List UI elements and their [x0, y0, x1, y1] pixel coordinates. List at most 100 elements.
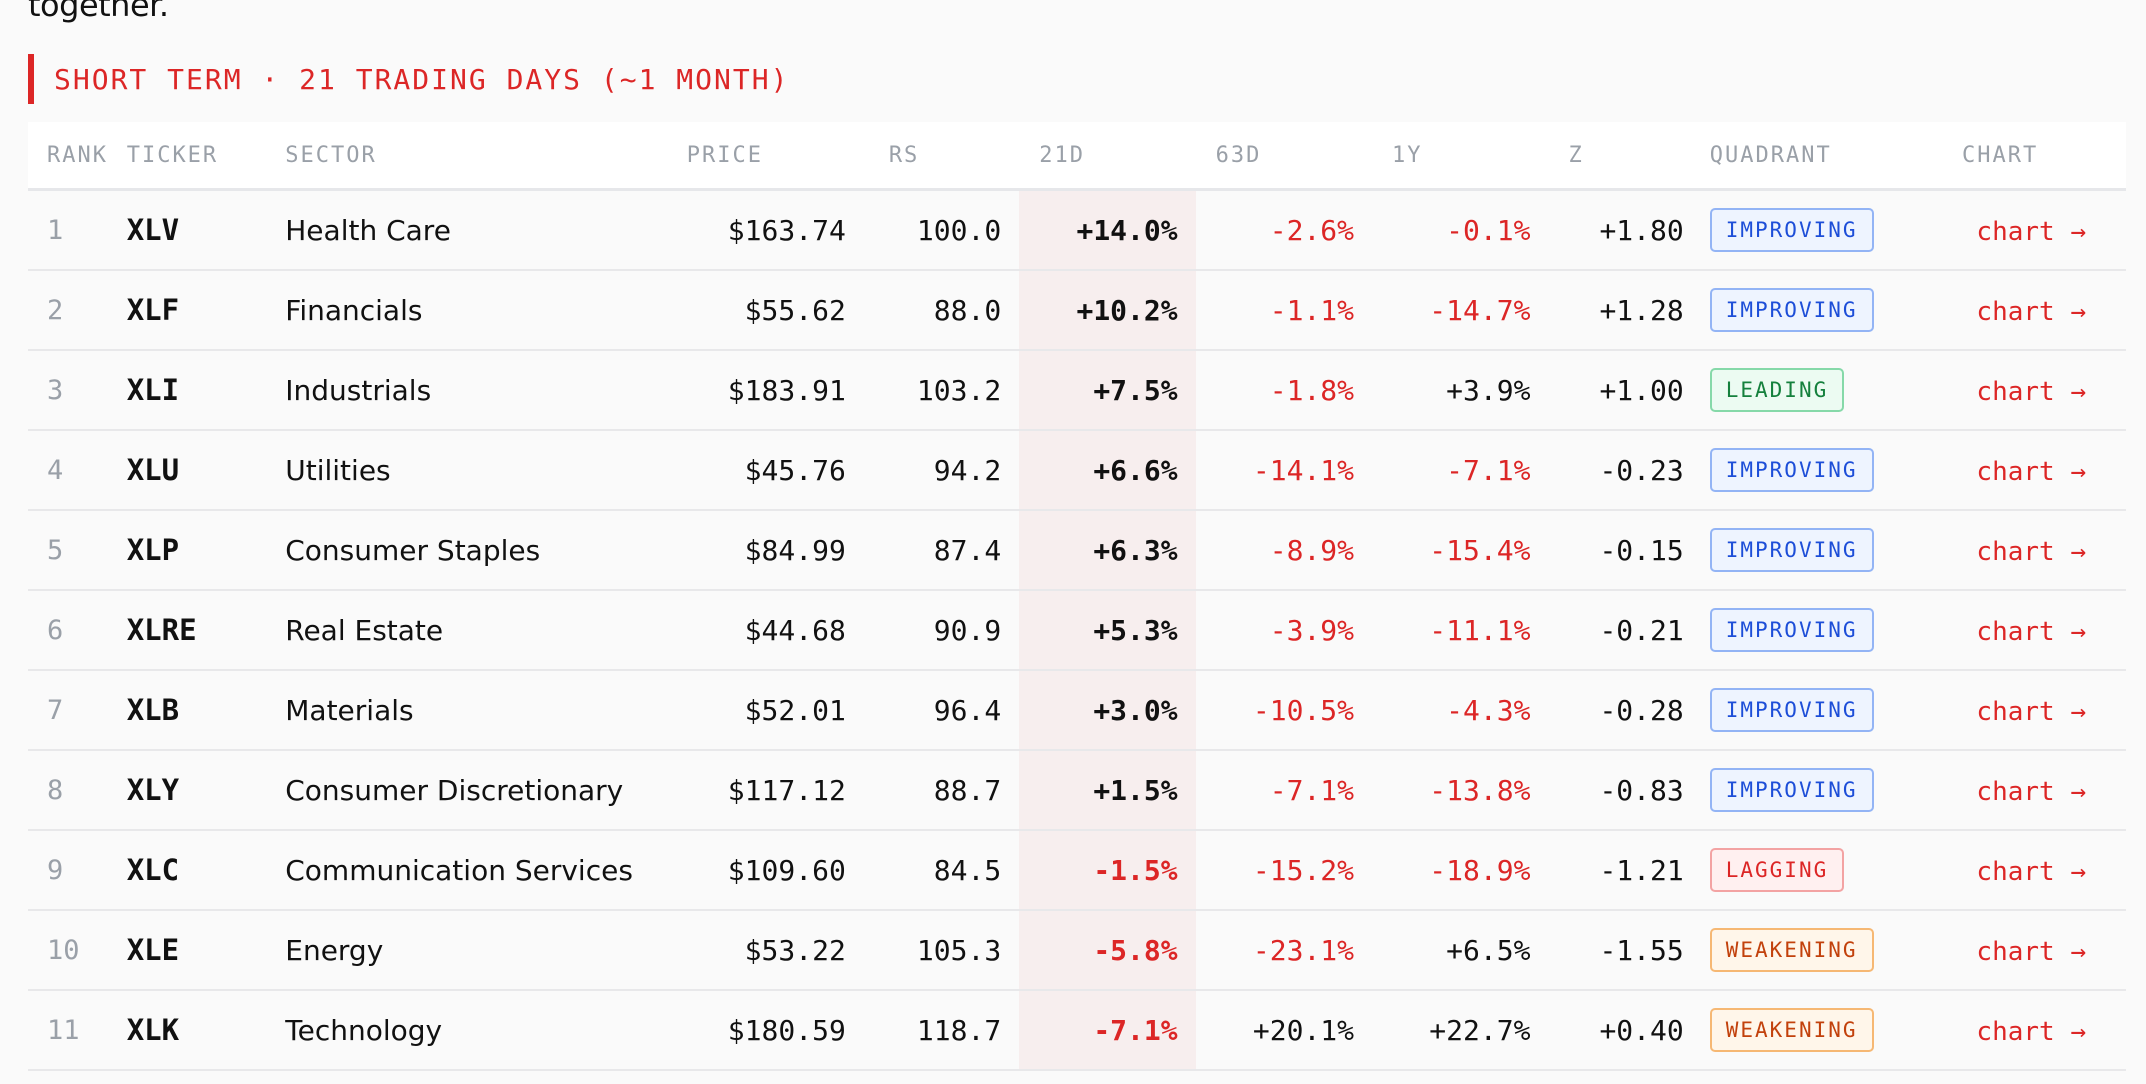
ticker-cell: XLY	[126, 750, 286, 831]
rank-cell: 2	[28, 270, 127, 351]
chart-cell: chart →	[1960, 830, 2126, 911]
quadrant-badge: WEAKENING	[1709, 928, 1874, 972]
price-cell: $109.60	[652, 830, 864, 911]
chart-link[interactable]: chart →	[1976, 617, 2086, 647]
sector-cell: Materials	[285, 670, 653, 751]
quadrant-cell: IMPROVING	[1701, 270, 1961, 351]
quadrant-cell: WEAKENING	[1701, 990, 1961, 1071]
rs-cell: 88.7	[863, 750, 1020, 831]
chart-link[interactable]: chart →	[1976, 377, 2086, 407]
quadrant-badge: IMPROVING	[1709, 768, 1874, 812]
chart-link[interactable]: chart →	[1976, 1017, 2086, 1047]
header-63d[interactable]: 63D	[1195, 122, 1373, 191]
z-score-cell: +1.80	[1548, 189, 1702, 271]
return-1y-cell: -18.9%	[1372, 830, 1549, 911]
sector-cell: Real Estate	[285, 590, 653, 671]
quadrant-badge: LAGGING	[1709, 848, 1845, 892]
rank-cell: 4	[28, 430, 127, 511]
z-score-cell: -0.21	[1548, 590, 1702, 671]
rank-cell: 3	[28, 350, 127, 431]
header-chart: CHART	[1960, 122, 2126, 191]
table-row: 1 XLV Health Care $163.74 100.0 +14.0% -2.6% -0…	[28, 189, 2126, 271]
header-quadrant[interactable]: QUADRANT	[1701, 122, 1961, 191]
return-1y-cell: -15.4%	[1372, 510, 1549, 591]
quadrant-badge: IMPROVING	[1709, 608, 1874, 652]
table-row: 8 XLY Consumer Discretionary $117.12 88.7 +1.…	[28, 750, 2126, 831]
chart-cell: chart →	[1960, 910, 2126, 991]
quadrant-badge: IMPROVING	[1709, 528, 1874, 572]
return-1y-cell: -13.8%	[1372, 750, 1549, 831]
return-1y-cell: -0.1%	[1372, 189, 1549, 271]
ticker-cell: XLK	[126, 990, 286, 1071]
return-63d-cell: -10.5%	[1195, 670, 1373, 751]
return-1y-cell: -11.1%	[1372, 590, 1549, 671]
quadrant-cell: IMPROVING	[1701, 590, 1961, 671]
ticker-cell: XLI	[126, 350, 286, 431]
header-1y[interactable]: 1Y	[1372, 122, 1549, 191]
header-rs[interactable]: RS	[863, 122, 1020, 191]
chart-link[interactable]: chart →	[1976, 457, 2086, 487]
ticker-cell: XLU	[126, 430, 286, 511]
return-21d-cell: +6.3%	[1019, 510, 1196, 591]
rs-cell: 118.7	[863, 990, 1020, 1071]
table-row: 10 XLE Energy $53.22 105.3 -5.8% -23.1% +6.5% -1…	[28, 910, 2126, 991]
price-cell: $163.74	[652, 189, 864, 271]
chart-link[interactable]: chart →	[1976, 217, 2086, 247]
header-21d[interactable]: 21D	[1019, 122, 1196, 191]
quadrant-cell: IMPROVING	[1701, 750, 1961, 831]
price-cell: $180.59	[652, 990, 864, 1071]
return-21d-cell: +5.3%	[1019, 590, 1196, 671]
rank-cell: 7	[28, 670, 127, 751]
chart-cell: chart →	[1960, 670, 2126, 751]
chart-link[interactable]: chart →	[1976, 857, 2086, 887]
sector-cell: Consumer Discretionary	[285, 750, 653, 831]
quadrant-cell: IMPROVING	[1701, 670, 1961, 751]
rank-cell: 9	[28, 830, 127, 911]
return-21d-cell: +1.5%	[1019, 750, 1196, 831]
return-1y-cell: +6.5%	[1372, 910, 1549, 991]
quadrant-cell: LAGGING	[1701, 830, 1961, 911]
return-63d-cell: -8.9%	[1195, 510, 1373, 591]
rs-cell: 96.4	[863, 670, 1020, 751]
chart-link[interactable]: chart →	[1976, 937, 2086, 967]
chart-link[interactable]: chart →	[1976, 297, 2086, 327]
chart-link[interactable]: chart →	[1976, 697, 2086, 727]
return-63d-cell: -14.1%	[1195, 430, 1373, 511]
chart-cell: chart →	[1960, 990, 2126, 1071]
quadrant-badge: LEADING	[1709, 368, 1845, 412]
chart-cell: chart →	[1960, 189, 2126, 271]
return-1y-cell: +3.9%	[1372, 350, 1549, 431]
rs-cell: 100.0	[863, 189, 1020, 271]
section-title: SHORT TERM · 21 TRADING DAYS (~1 MONTH)	[54, 62, 790, 96]
chart-link[interactable]: chart →	[1976, 537, 2086, 567]
quadrant-badge: IMPROVING	[1709, 448, 1874, 492]
sector-cell: Consumer Staples	[285, 510, 653, 591]
header-rank[interactable]: RANK	[28, 122, 127, 191]
table-row: 9 XLC Communication Services $109.60 84.5 -1.…	[28, 830, 2126, 911]
return-21d-cell: -5.8%	[1019, 910, 1196, 991]
sector-cell: Energy	[285, 910, 653, 991]
z-score-cell: -0.15	[1548, 510, 1702, 591]
rs-cell: 103.2	[863, 350, 1020, 431]
table-row: 11 XLK Technology $180.59 118.7 -7.1% +20.1% +2…	[28, 990, 2126, 1071]
chart-cell: chart →	[1960, 430, 2126, 511]
chart-cell: chart →	[1960, 350, 2126, 431]
return-21d-cell: +10.2%	[1019, 270, 1196, 351]
price-cell: $53.22	[652, 910, 864, 991]
price-cell: $45.76	[652, 430, 864, 511]
price-cell: $55.62	[652, 270, 864, 351]
header-z[interactable]: Z	[1548, 122, 1702, 191]
table-row: 3 XLI Industrials $183.91 103.2 +7.5% -1.8% +3.…	[28, 350, 2126, 431]
header-ticker[interactable]: TICKER	[126, 122, 286, 191]
return-21d-cell: +7.5%	[1019, 350, 1196, 431]
return-63d-cell: -23.1%	[1195, 910, 1373, 991]
z-score-cell: -0.28	[1548, 670, 1702, 751]
rs-cell: 90.9	[863, 590, 1020, 671]
header-price[interactable]: PRICE	[652, 122, 864, 191]
return-63d-cell: -7.1%	[1195, 750, 1373, 831]
return-63d-cell: -15.2%	[1195, 830, 1373, 911]
chart-link[interactable]: chart →	[1976, 777, 2086, 807]
price-cell: $52.01	[652, 670, 864, 751]
header-sector[interactable]: SECTOR	[285, 122, 653, 191]
rank-cell: 8	[28, 750, 127, 831]
